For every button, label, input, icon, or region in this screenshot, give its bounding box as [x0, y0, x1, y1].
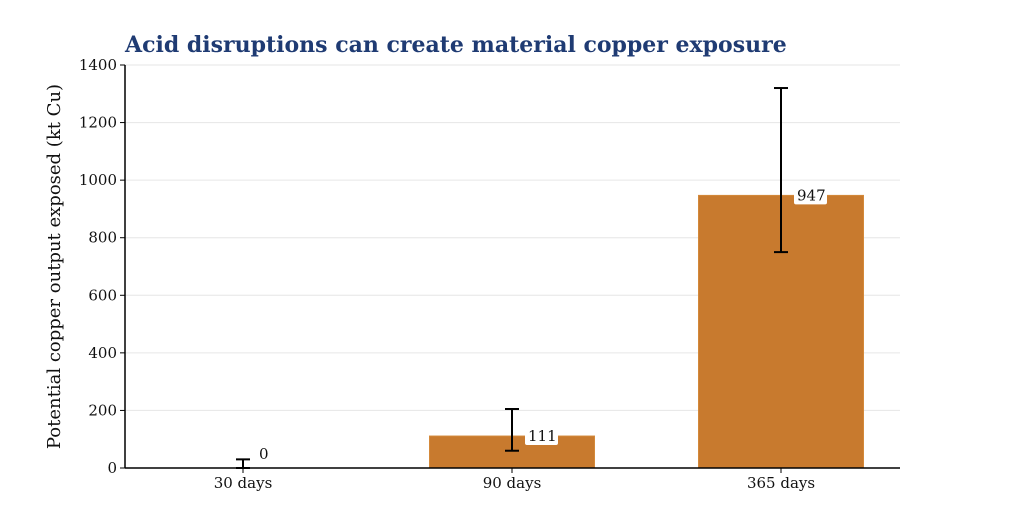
data-label: 947: [797, 186, 826, 204]
data-label: 0: [259, 445, 269, 463]
x-tick-label: 30 days: [214, 474, 273, 492]
y-tick-label: 600: [88, 286, 117, 304]
data-label-background: [794, 186, 827, 205]
data-label-background: [525, 427, 558, 446]
chart-title: Acid disruptions can create material cop…: [124, 32, 787, 58]
data-labels: 0 111 947: [256, 186, 827, 463]
x-axis-ticks: 30 days 90 days 365 days: [214, 468, 815, 492]
y-tick-label: 1400: [79, 56, 117, 74]
error-bars: [236, 87, 788, 469]
y-tick-label: 0: [107, 459, 117, 477]
data-label: 111: [528, 427, 557, 445]
y-tick-label: 800: [88, 229, 117, 247]
y-tick-label: 1000: [79, 171, 117, 189]
y-axis-label: Potential copper output exposed (kt Cu): [44, 84, 65, 449]
y-tick-label: 400: [88, 344, 117, 362]
y-tick-label: 200: [88, 401, 117, 419]
y-axis-ticks: 0 200 400 600 800 1000 1200 1400: [79, 56, 125, 477]
x-tick-label: 365 days: [747, 474, 815, 492]
grid-lines: [125, 64, 900, 469]
data-label-background: [256, 445, 271, 463]
y-tick-label: 1200: [79, 114, 117, 132]
x-tick-label: 90 days: [483, 474, 542, 492]
bars: [429, 194, 864, 469]
